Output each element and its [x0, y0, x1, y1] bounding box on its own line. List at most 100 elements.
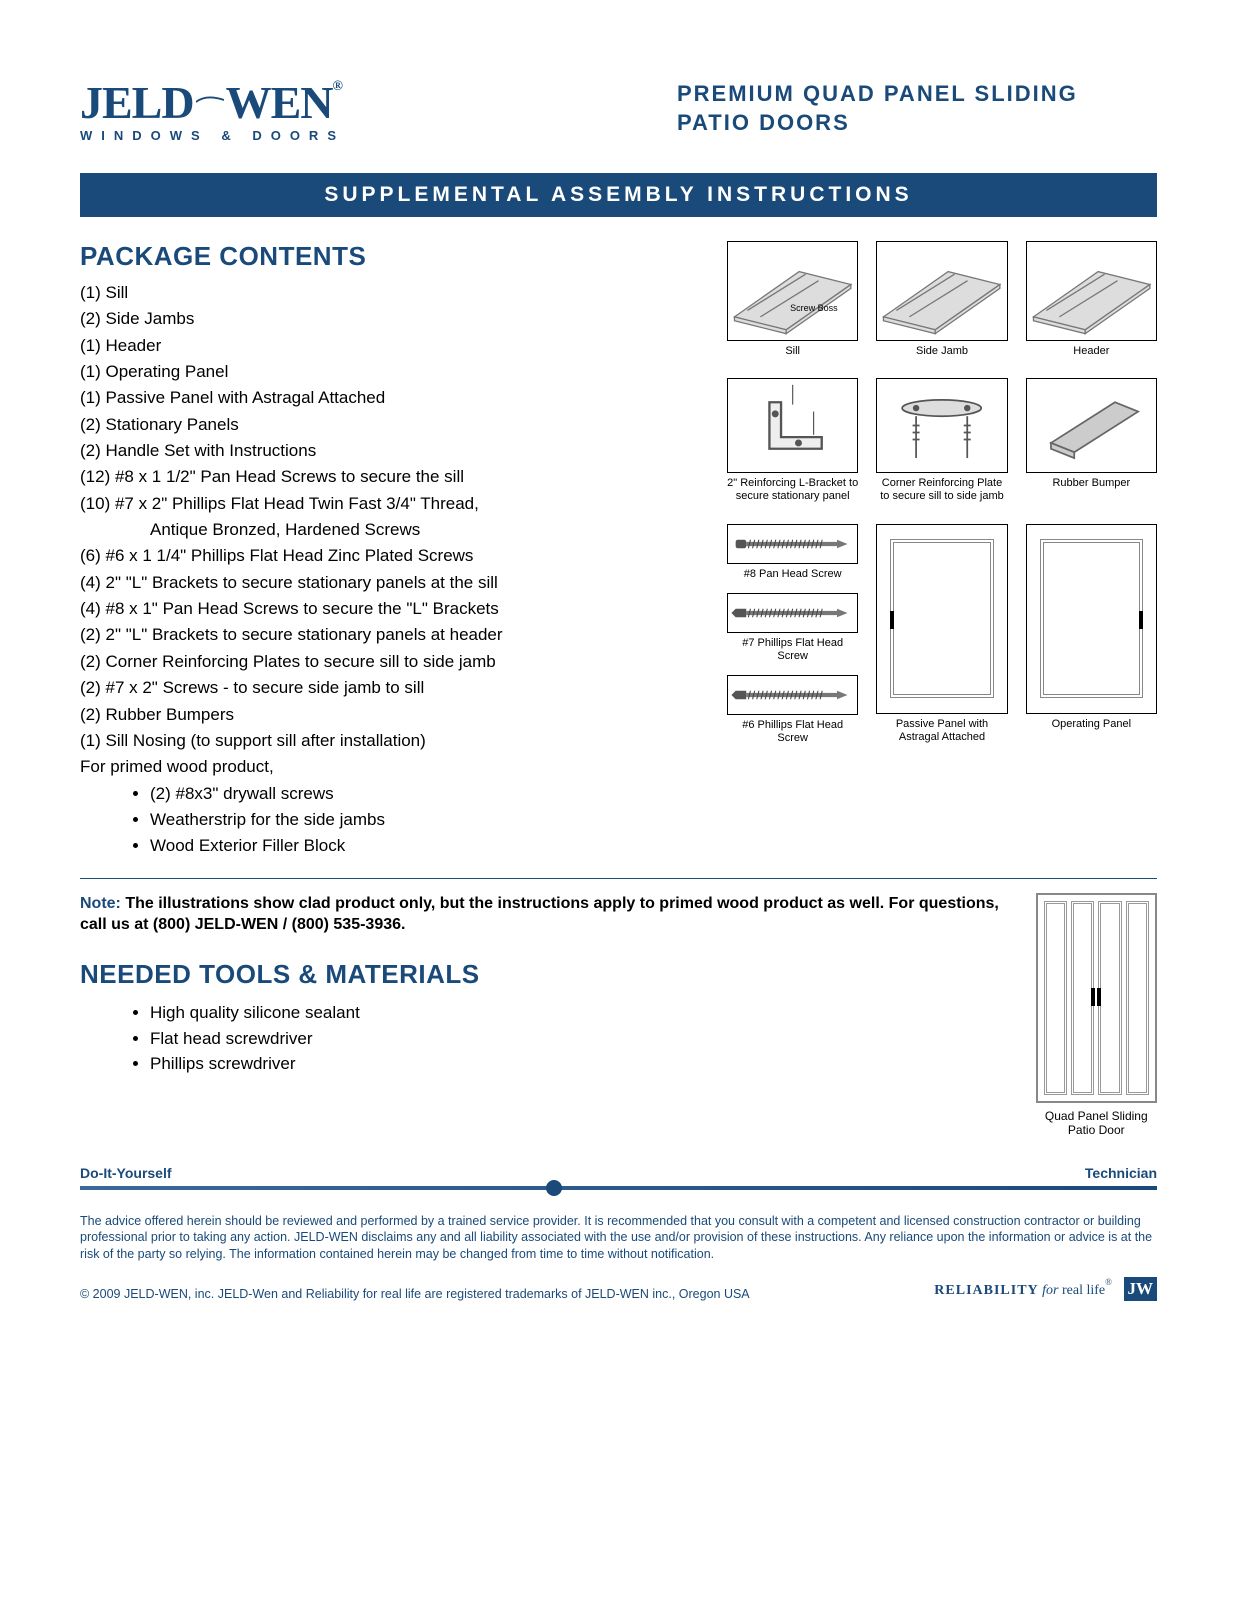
skill-label-technician: Technician: [1085, 1165, 1157, 1181]
reliability-bold: RELIABILITY: [934, 1283, 1038, 1298]
note-text-block: Note: The illustrations show clad produc…: [80, 893, 1012, 1077]
note-paragraph: Note: The illustrations show clad produc…: [80, 893, 1012, 936]
package-sub-bullets: (2) #8x3" drywall screwsWeatherstrip for…: [130, 781, 707, 860]
package-item: (4) #8 x 1" Pan Head Screws to secure th…: [80, 596, 707, 622]
package-contents-list: (1) Sill(2) Side Jambs(1) Header(1) Oper…: [80, 280, 707, 860]
reliability-reg: ®: [1105, 1277, 1112, 1287]
product-title: PREMIUM QUAD PANEL SLIDING PATIO DOORS: [677, 80, 1157, 137]
diagram-row-2: 2" Reinforcing L-Bracket to secure stati…: [727, 378, 1157, 503]
diagram-cell: #8 Pan Head Screw: [727, 524, 858, 581]
diagram-caption: Corner Reinforcing Plate to secure sill …: [876, 477, 1007, 503]
brand-tagline: WINDOWS & DOORS: [80, 128, 345, 143]
diagram-sublabel: Screw Boss: [790, 303, 838, 314]
tools-item: High quality silicone sealant: [150, 1000, 1012, 1026]
diagram-cell: Screw Boss Sill: [727, 241, 858, 358]
package-item: (2) Stationary Panels: [80, 412, 707, 438]
tools-list: High quality silicone sealantFlat head s…: [130, 1000, 1012, 1077]
brand-name-left: JELD: [80, 77, 194, 128]
package-item: (2) Corner Reinforcing Plates to secure …: [80, 649, 707, 675]
main-columns: PACKAGE CONTENTS (1) Sill(2) Side Jambs(…: [80, 241, 1157, 860]
diagram-operating-panel: Operating Panel: [1026, 524, 1157, 758]
quad-panel-box: [1036, 893, 1157, 1103]
diagram-row-3: #8 Pan Head Screw #7 Phillips Flat Head S…: [727, 524, 1157, 758]
jw-badge-icon: JW: [1124, 1277, 1158, 1301]
column-right-diagrams: Screw Boss Sill Side Jamb Header 2" Reinfor…: [727, 241, 1157, 860]
package-item: For primed wood product,: [80, 754, 707, 780]
diagram-cell: Side Jamb: [876, 241, 1007, 358]
diagram-box: [876, 524, 1007, 714]
skill-level-row: Do-It-Yourself Technician: [80, 1165, 1157, 1181]
header-row: JELD WEN® WINDOWS & DOORS PREMIUM QUAD PA…: [80, 80, 1157, 143]
footer-row: © 2009 JELD-WEN, inc. JELD-Wen and Relia…: [80, 1277, 1157, 1301]
brand-name-right: WEN: [226, 77, 333, 128]
tools-item: Phillips screwdriver: [150, 1051, 1012, 1077]
brand-registered: ®: [333, 79, 342, 94]
skill-label-diy: Do-It-Yourself: [80, 1165, 172, 1181]
diagram-cell: Corner Reinforcing Plate to secure sill …: [876, 378, 1007, 503]
brand-flourish-icon: [196, 96, 224, 104]
package-item: (2) Handle Set with Instructions: [80, 438, 707, 464]
skill-bar: [80, 1183, 1157, 1193]
package-sub-item: Weatherstrip for the side jambs: [150, 807, 707, 833]
skill-indicator-dot: [546, 1180, 562, 1196]
brand-wordmark: JELD WEN®: [80, 80, 345, 126]
package-item: Antique Bronzed, Hardened Screws: [150, 517, 707, 543]
reliability-rest: real life: [1062, 1283, 1105, 1298]
brand-logo: JELD WEN® WINDOWS & DOORS: [80, 80, 345, 143]
quad-panel-caption: Quad Panel Sliding Patio Door: [1036, 1109, 1157, 1137]
diagram-box: [1026, 241, 1157, 341]
diagram-caption: #7 Phillips Flat Head Screw: [727, 637, 858, 663]
note-body: The illustrations show clad product only…: [80, 895, 999, 934]
diagram-cell: Rubber Bumper: [1026, 378, 1157, 503]
diagram-box: [727, 675, 858, 715]
diagram-box: [1026, 378, 1157, 473]
package-item: (1) Passive Panel with Astragal Attached: [80, 385, 707, 411]
diagram-cell: #6 Phillips Flat Head Screw: [727, 675, 858, 745]
package-sub-item: (2) #8x3" drywall screws: [150, 781, 707, 807]
diagram-caption: #8 Pan Head Screw: [727, 568, 858, 581]
package-item: (1) Sill Nosing (to support sill after i…: [80, 728, 707, 754]
package-sub-item: Wood Exterior Filler Block: [150, 833, 707, 859]
diagram-caption: Rubber Bumper: [1026, 477, 1157, 490]
diagram-caption: Sill: [727, 345, 858, 358]
diagram-box: [876, 378, 1007, 473]
disclaimer-text: The advice offered herein should be revi…: [80, 1213, 1157, 1264]
diagram-caption: 2" Reinforcing L-Bracket to secure stati…: [727, 477, 858, 503]
diagram-box: [727, 524, 858, 564]
page: JELDWEN® WINDOWS & DOORS PREMIUM QUAD PA…: [0, 0, 1237, 1341]
diagram-passive-panel: Passive Panel with Astragal Attached: [876, 524, 1007, 758]
diagram-box: [727, 378, 858, 473]
package-item: (2) Rubber Bumpers: [80, 702, 707, 728]
diagram-cell: Header: [1026, 241, 1157, 358]
diagram-box: [727, 593, 858, 633]
package-item: (1) Header: [80, 333, 707, 359]
package-item: (2) Side Jambs: [80, 306, 707, 332]
diagram-caption: Passive Panel with Astragal Attached: [876, 718, 1007, 744]
diagram-caption: Side Jamb: [876, 345, 1007, 358]
package-item: (12) #8 x 1 1/2" Pan Head Screws to secu…: [80, 464, 707, 490]
package-item: (2) #7 x 2" Screws - to secure side jamb…: [80, 675, 707, 701]
quad-panel-diagram: Quad Panel Sliding Patio Door: [1036, 893, 1157, 1137]
diagram-row-1: Screw Boss Sill Side Jamb Header: [727, 241, 1157, 358]
diagram-caption: #6 Phillips Flat Head Screw: [727, 719, 858, 745]
diagram-box: [876, 241, 1007, 341]
tools-heading: NEEDED TOOLS & MATERIALS: [80, 957, 1012, 992]
column-left: PACKAGE CONTENTS (1) Sill(2) Side Jambs(…: [80, 241, 707, 860]
diagram-box: [1026, 524, 1157, 714]
reliability-tagline: RELIABILITY for real life® JW: [934, 1277, 1157, 1301]
package-item: (1) Sill: [80, 280, 707, 306]
diagram-box: Screw Boss: [727, 241, 858, 341]
diagram-cell: 2" Reinforcing L-Bracket to secure stati…: [727, 378, 858, 503]
package-item: (4) 2" "L" Brackets to secure stationary…: [80, 570, 707, 596]
tools-item: Flat head screwdriver: [150, 1026, 1012, 1052]
note-label: Note:: [80, 895, 121, 912]
package-item: (1) Operating Panel: [80, 359, 707, 385]
package-item: (6) #6 x 1 1/4" Phillips Flat Head Zinc …: [80, 543, 707, 569]
package-contents-heading: PACKAGE CONTENTS: [80, 241, 707, 272]
diagram-cell: #7 Phillips Flat Head Screw: [727, 593, 858, 663]
section-divider: [80, 878, 1157, 879]
copyright-text: © 2009 JELD-WEN, inc. JELD-Wen and Relia…: [80, 1287, 750, 1301]
banner-title: SUPPLEMENTAL ASSEMBLY INSTRUCTIONS: [80, 173, 1157, 217]
package-item: (2) 2" "L" Brackets to secure stationary…: [80, 622, 707, 648]
note-row: Note: The illustrations show clad produc…: [80, 893, 1157, 1137]
